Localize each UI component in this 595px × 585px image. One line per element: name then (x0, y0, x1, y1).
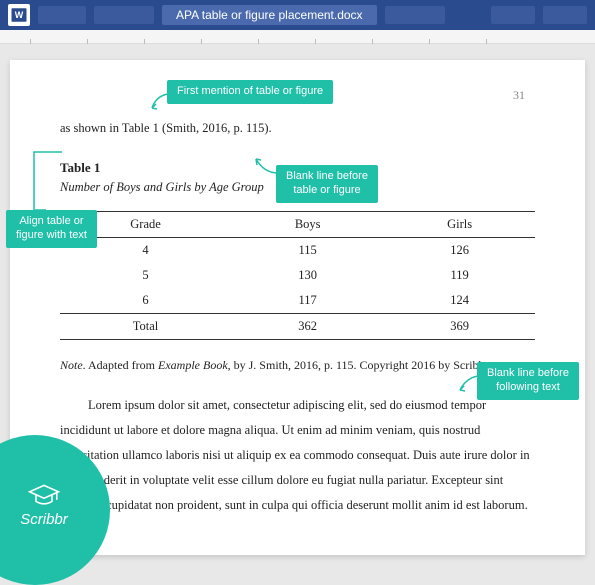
table-cell: 130 (231, 263, 384, 288)
callout-blank-before: Blank line beforetable or figure (276, 165, 378, 203)
table-header-cell: Boys (231, 212, 384, 238)
data-table: GradeBoysGirls 411512651301196117124Tota… (60, 211, 535, 340)
callout-align-text: Align table orfigure with text (6, 210, 97, 248)
table-cell: 5 (60, 263, 231, 288)
table-cell: 117 (231, 288, 384, 314)
table-row: 4115126 (60, 238, 535, 264)
tab-placeholder[interactable] (94, 6, 154, 24)
note-text-a: . Adapted from (83, 358, 158, 372)
tab-placeholder[interactable] (491, 6, 535, 24)
ruler (0, 30, 595, 44)
page-number: 31 (513, 88, 525, 103)
tab-placeholder[interactable] (543, 6, 587, 24)
callout-first-mention: First mention of table or figure (167, 80, 333, 104)
table-cell: 115 (231, 238, 384, 264)
table-total-row: Total362369 (60, 314, 535, 340)
svg-text:W: W (15, 10, 24, 20)
table-cell: 362 (231, 314, 384, 340)
note-label: Note (60, 358, 83, 372)
body-paragraph: Lorem ipsum dolor sit amet, consectetur … (60, 393, 535, 518)
table-row: 6117124 (60, 288, 535, 314)
table-cell: 126 (384, 238, 535, 264)
word-app-icon: W (8, 4, 30, 26)
graduation-cap-icon (28, 481, 60, 509)
titlebar: W APA table or figure placement.docx (0, 0, 595, 30)
intro-line: as shown in Table 1 (Smith, 2016, p. 115… (60, 118, 535, 138)
tab-placeholder[interactable] (385, 6, 445, 24)
table-cell: 119 (384, 263, 535, 288)
tab-placeholder[interactable] (38, 6, 86, 24)
note-book-title: Example Book (158, 358, 228, 372)
table-cell: 124 (384, 288, 535, 314)
table-cell: 369 (384, 314, 535, 340)
pointer-bracket-icon (32, 150, 66, 212)
table-row: 5130119 (60, 263, 535, 288)
table-cell: 6 (60, 288, 231, 314)
note-text-b: , by J. Smith, 2016, p. 115. Copyright 2… (228, 358, 491, 372)
table-note: Note. Adapted from Example Book, by J. S… (60, 358, 535, 373)
document-title[interactable]: APA table or figure placement.docx (162, 5, 377, 25)
table-header-cell: Girls (384, 212, 535, 238)
callout-blank-after: Blank line beforefollowing text (477, 362, 579, 400)
scribbr-name: Scribbr (20, 511, 68, 528)
table-cell: Total (60, 314, 231, 340)
